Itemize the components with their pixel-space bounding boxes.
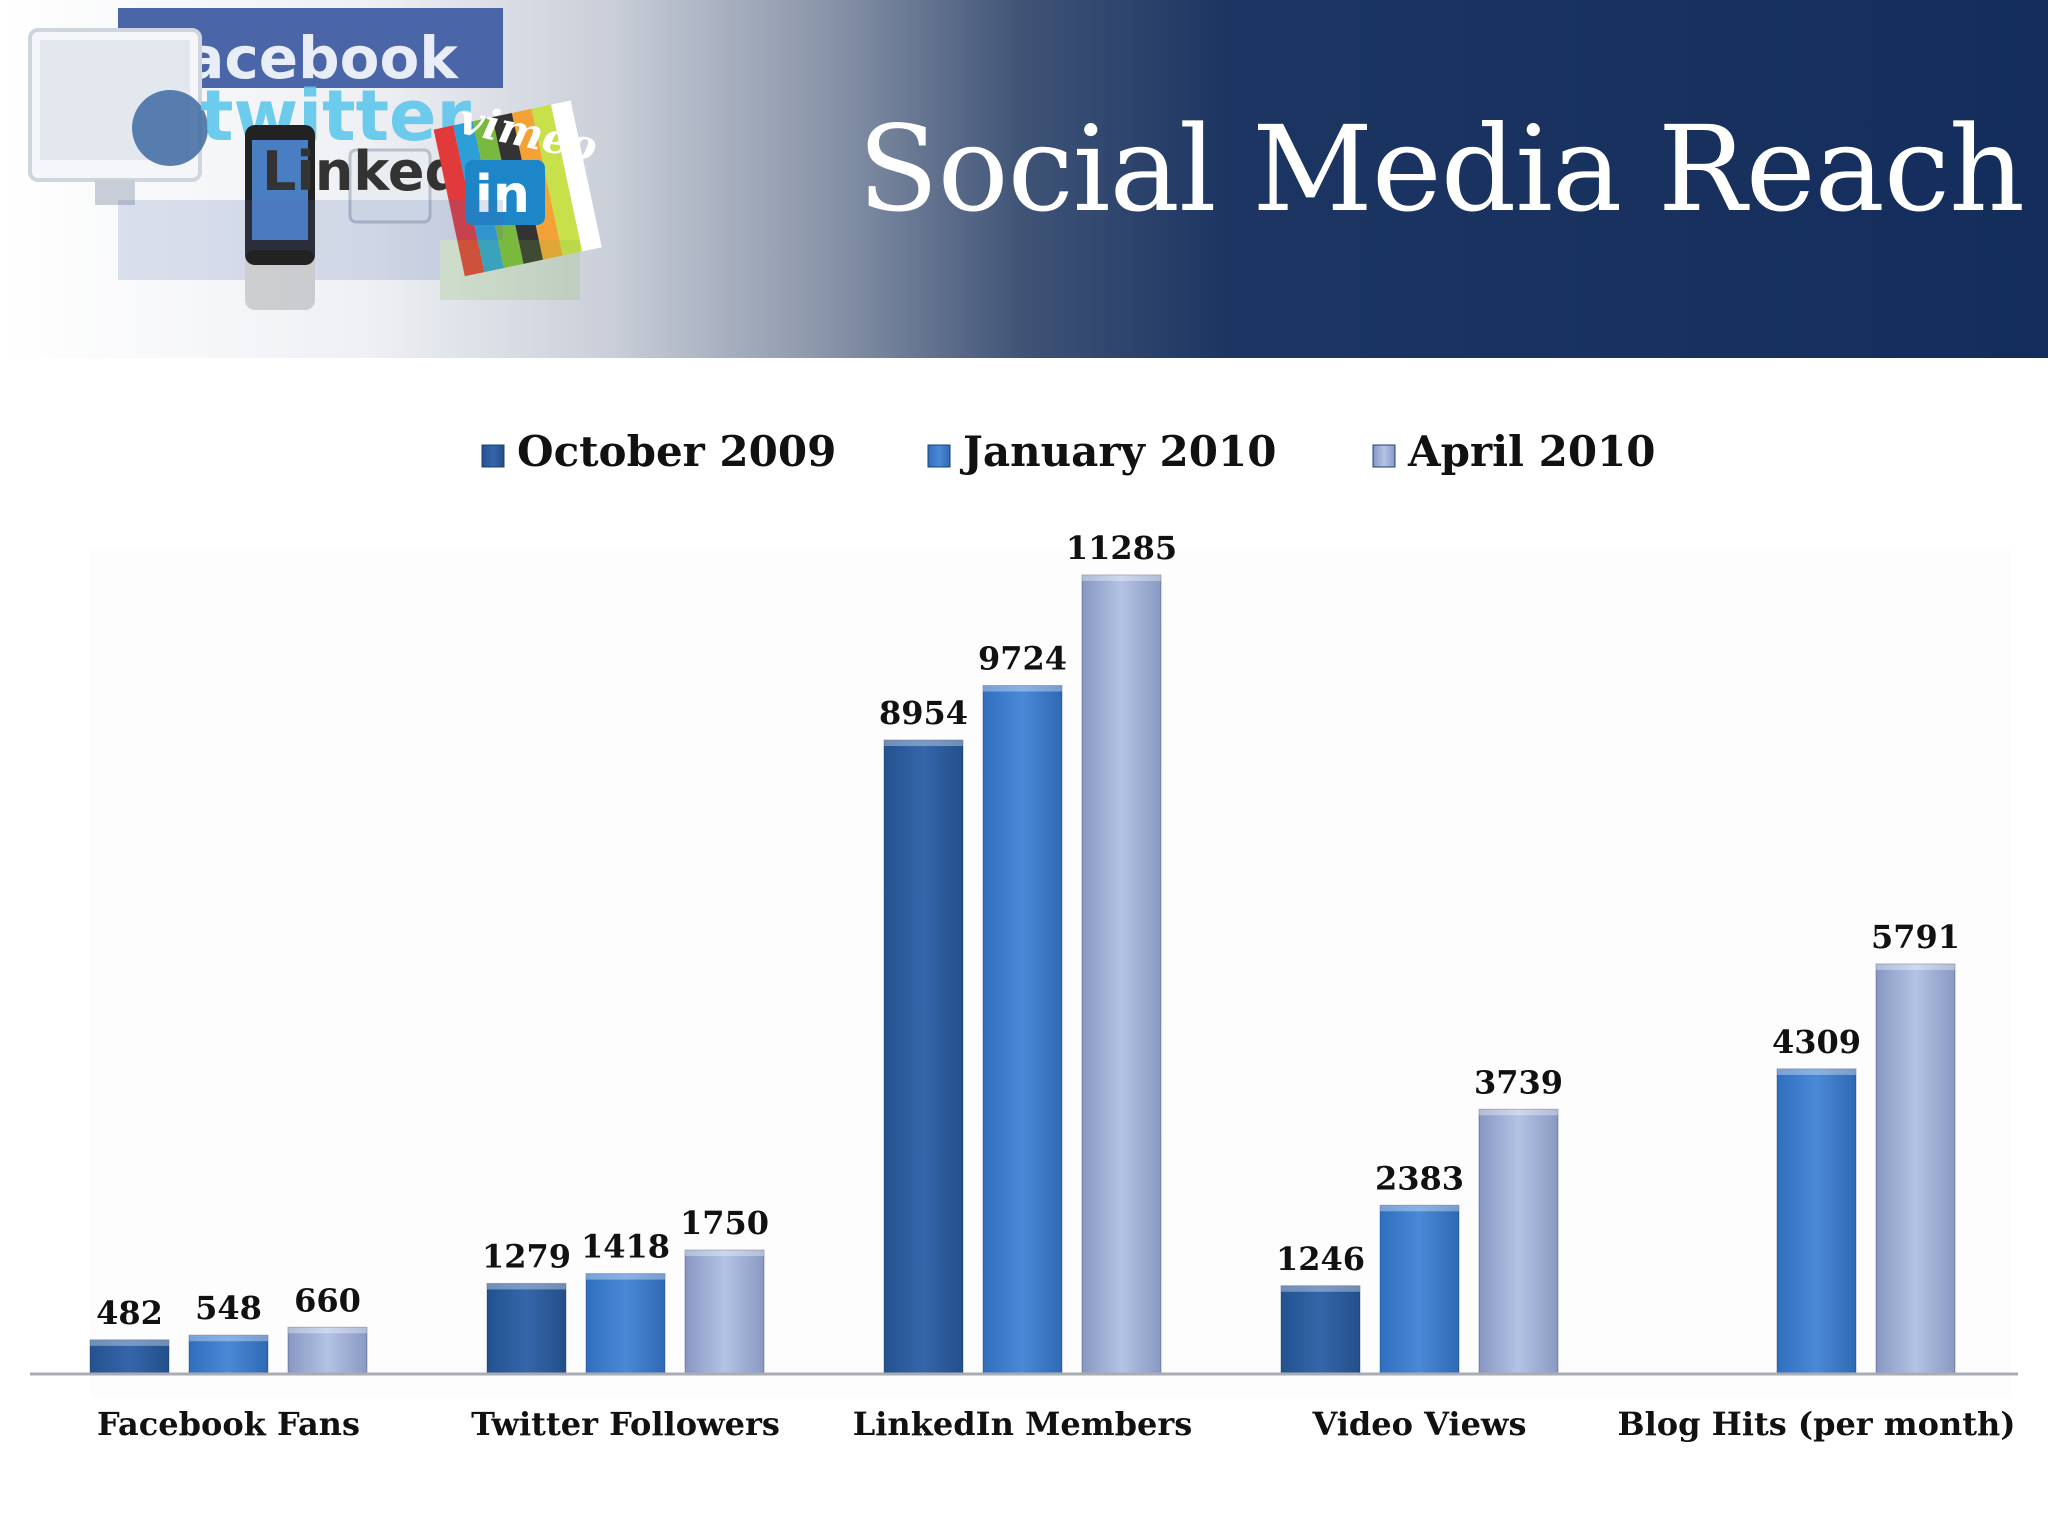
legend-label-october-2009: October 2009 [517,427,836,476]
data-label-facebook-fans-october-2009: 482 [96,1294,163,1332]
data-label-video-views-april-2010: 3739 [1474,1063,1563,1101]
chart-canvas: October 2009 January 2010 April 2010 482 54… [30,427,2018,1443]
bar-cap-facebook-fans-january-2010 [189,1335,268,1342]
data-label-facebook-fans-april-2010: 660 [294,1281,361,1319]
bar-chart: October 2009 January 2010 April 2010 482 54… [0,358,2048,1536]
x-tick-label-linkedin-members: LinkedIn Members [853,1405,1192,1443]
bar-cap-video-views-october-2009 [1281,1285,1360,1292]
bars: 482 548 660 1279 1418 1750 8954 9724 11285 1246 23… [89,529,1960,1375]
legend-swatch-october-2009 [481,444,505,468]
x-tick-label-blog-hits-per-month: Blog Hits (per month) [1618,1405,2016,1443]
x-axis-labels: Facebook Fans Twitter Followers LinkedIn M… [97,1405,2015,1443]
data-label-video-views-january-2010: 2383 [1375,1159,1464,1197]
bar-blog-hits-per-month-january-2010 [1776,1068,1857,1375]
bar-video-views-october-2009 [1280,1285,1361,1375]
bar-linkedin-members-january-2010 [982,685,1063,1375]
x-tick-label-facebook-fans: Facebook Fans [97,1405,360,1443]
data-label-linkedin-members-april-2010: 11285 [1066,529,1177,567]
x-tick-label-twitter-followers: Twitter Followers [471,1405,780,1443]
legend-label-april-2010: April 2010 [1407,427,1656,476]
data-label-twitter-followers-april-2010: 1750 [680,1204,769,1242]
bar-cap-twitter-followers-october-2009 [487,1283,566,1290]
facebook-logo-text: facebook [160,24,459,92]
bar-facebook-fans-april-2010 [287,1326,368,1375]
bar-cap-blog-hits-per-month-january-2010 [1777,1068,1856,1075]
data-label-twitter-followers-january-2010: 1418 [581,1228,670,1266]
bar-cap-blog-hits-per-month-april-2010 [1876,963,1955,970]
bar-twitter-followers-april-2010 [684,1249,765,1375]
bar-twitter-followers-january-2010 [585,1273,666,1375]
x-tick-label-video-views: Video Views [1312,1405,1527,1443]
bar-cap-facebook-fans-october-2009 [90,1339,169,1346]
social-media-logo-collage: facebook twitter Linked vimeo in [28,8,602,310]
bar-cap-video-views-april-2010 [1479,1109,1558,1116]
bar-video-views-january-2010 [1379,1204,1460,1375]
data-label-linkedin-members-january-2010: 9724 [978,640,1067,678]
bar-linkedin-members-april-2010 [1081,574,1162,1375]
legend-swatch-january-2010 [927,444,951,468]
bar-twitter-followers-october-2009 [486,1282,567,1375]
bar-cap-linkedin-members-january-2010 [983,685,1062,692]
bar-cap-facebook-fans-april-2010 [288,1327,367,1334]
bar-cap-linkedin-members-april-2010 [1082,575,1161,581]
legend: October 2009 January 2010 April 2010 [481,427,1656,476]
data-label-facebook-fans-january-2010: 548 [195,1289,262,1327]
bar-facebook-fans-january-2010 [188,1334,269,1375]
linkedin-in-logo-text: in [475,165,530,225]
title-banner: facebook twitter Linked vimeo in Social … [0,0,2048,358]
data-label-blog-hits-per-month-january-2010: 4309 [1772,1023,1861,1061]
legend-swatch-april-2010 [1372,444,1396,468]
data-label-blog-hits-per-month-april-2010: 5791 [1871,918,1960,956]
bar-cap-video-views-january-2010 [1380,1205,1459,1212]
linkedin-logo-text: Linked [262,140,463,203]
bar-blog-hits-per-month-april-2010 [1875,963,1956,1375]
bar-cap-twitter-followers-january-2010 [586,1273,665,1280]
bar-video-views-april-2010 [1478,1108,1559,1375]
data-label-linkedin-members-october-2009: 8954 [879,694,968,732]
data-label-twitter-followers-october-2009: 1279 [482,1237,571,1275]
data-label-video-views-october-2009: 1246 [1276,1240,1365,1278]
bar-cap-linkedin-members-october-2009 [884,740,963,747]
bar-linkedin-members-october-2009 [883,739,964,1375]
legend-label-january-2010: January 2010 [959,427,1276,476]
slide-title: Social Media Reach [857,100,2025,238]
bar-cap-twitter-followers-april-2010 [685,1250,764,1257]
